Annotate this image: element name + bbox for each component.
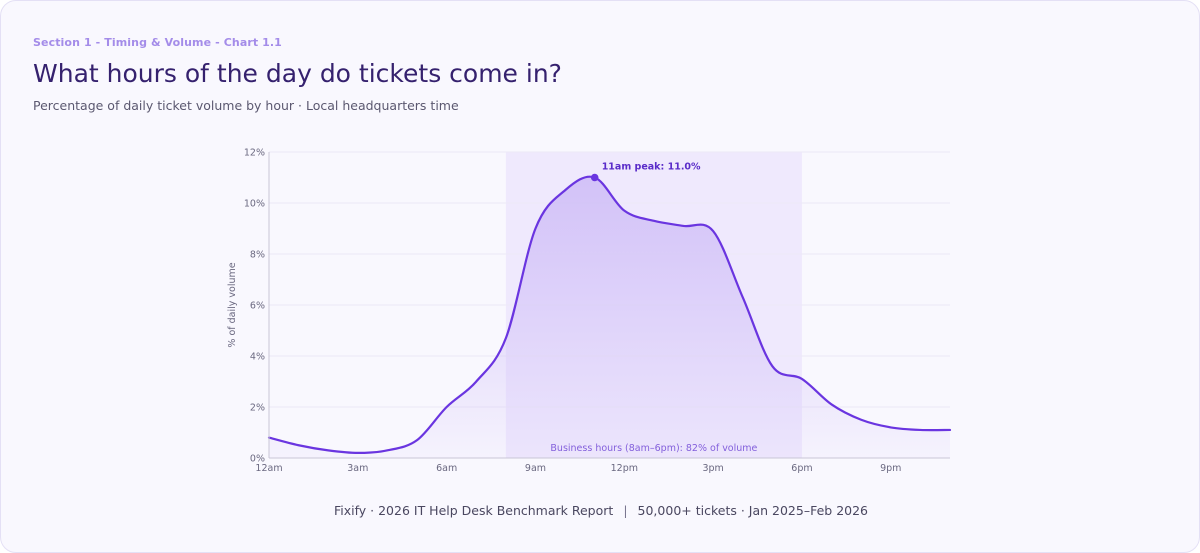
x-tick-label: 3am [347,463,368,474]
footer-separator: | [623,503,628,518]
y-tick-label: 0% [250,454,265,465]
report-footer: Fixify · 2026 IT Help Desk Benchmark Rep… [1,503,1200,518]
x-tick-label: 12am [255,463,282,474]
y-tick-label: 10% [244,199,265,210]
section-eyebrow: Section 1 - Timing & Volume - Chart 1.1 [33,36,282,49]
footer-sample: 50,000+ tickets · Jan 2025–Feb 2026 [637,503,868,518]
y-tick-label: 4% [250,352,265,363]
x-tick-label: 3pm [702,463,723,474]
volume-area-fill [269,176,950,458]
x-tick-label: 6am [436,463,457,474]
y-tick-label: 12% [244,148,265,159]
y-tick-label: 2% [250,403,265,414]
y-axis-label: % of daily volume [227,262,238,347]
chart-title: What hours of the day do tickets come in… [33,59,562,88]
x-tick-label: 9am [525,463,546,474]
footer-source: Fixify · 2026 IT Help Desk Benchmark Rep… [333,503,614,518]
y-tick-label: 8% [250,250,265,261]
x-tick-label: 6pm [791,463,812,474]
x-tick-label: 12pm [611,463,638,474]
peak-marker [590,173,599,182]
y-tick-label: 6% [250,301,265,312]
chart-subtitle: Percentage of daily ticket volume by hou… [33,98,459,113]
volume-line [267,175,952,454]
x-tick-label: 9pm [880,463,901,474]
peak-annotation-label: 11am peak: 11.0% [602,162,701,173]
